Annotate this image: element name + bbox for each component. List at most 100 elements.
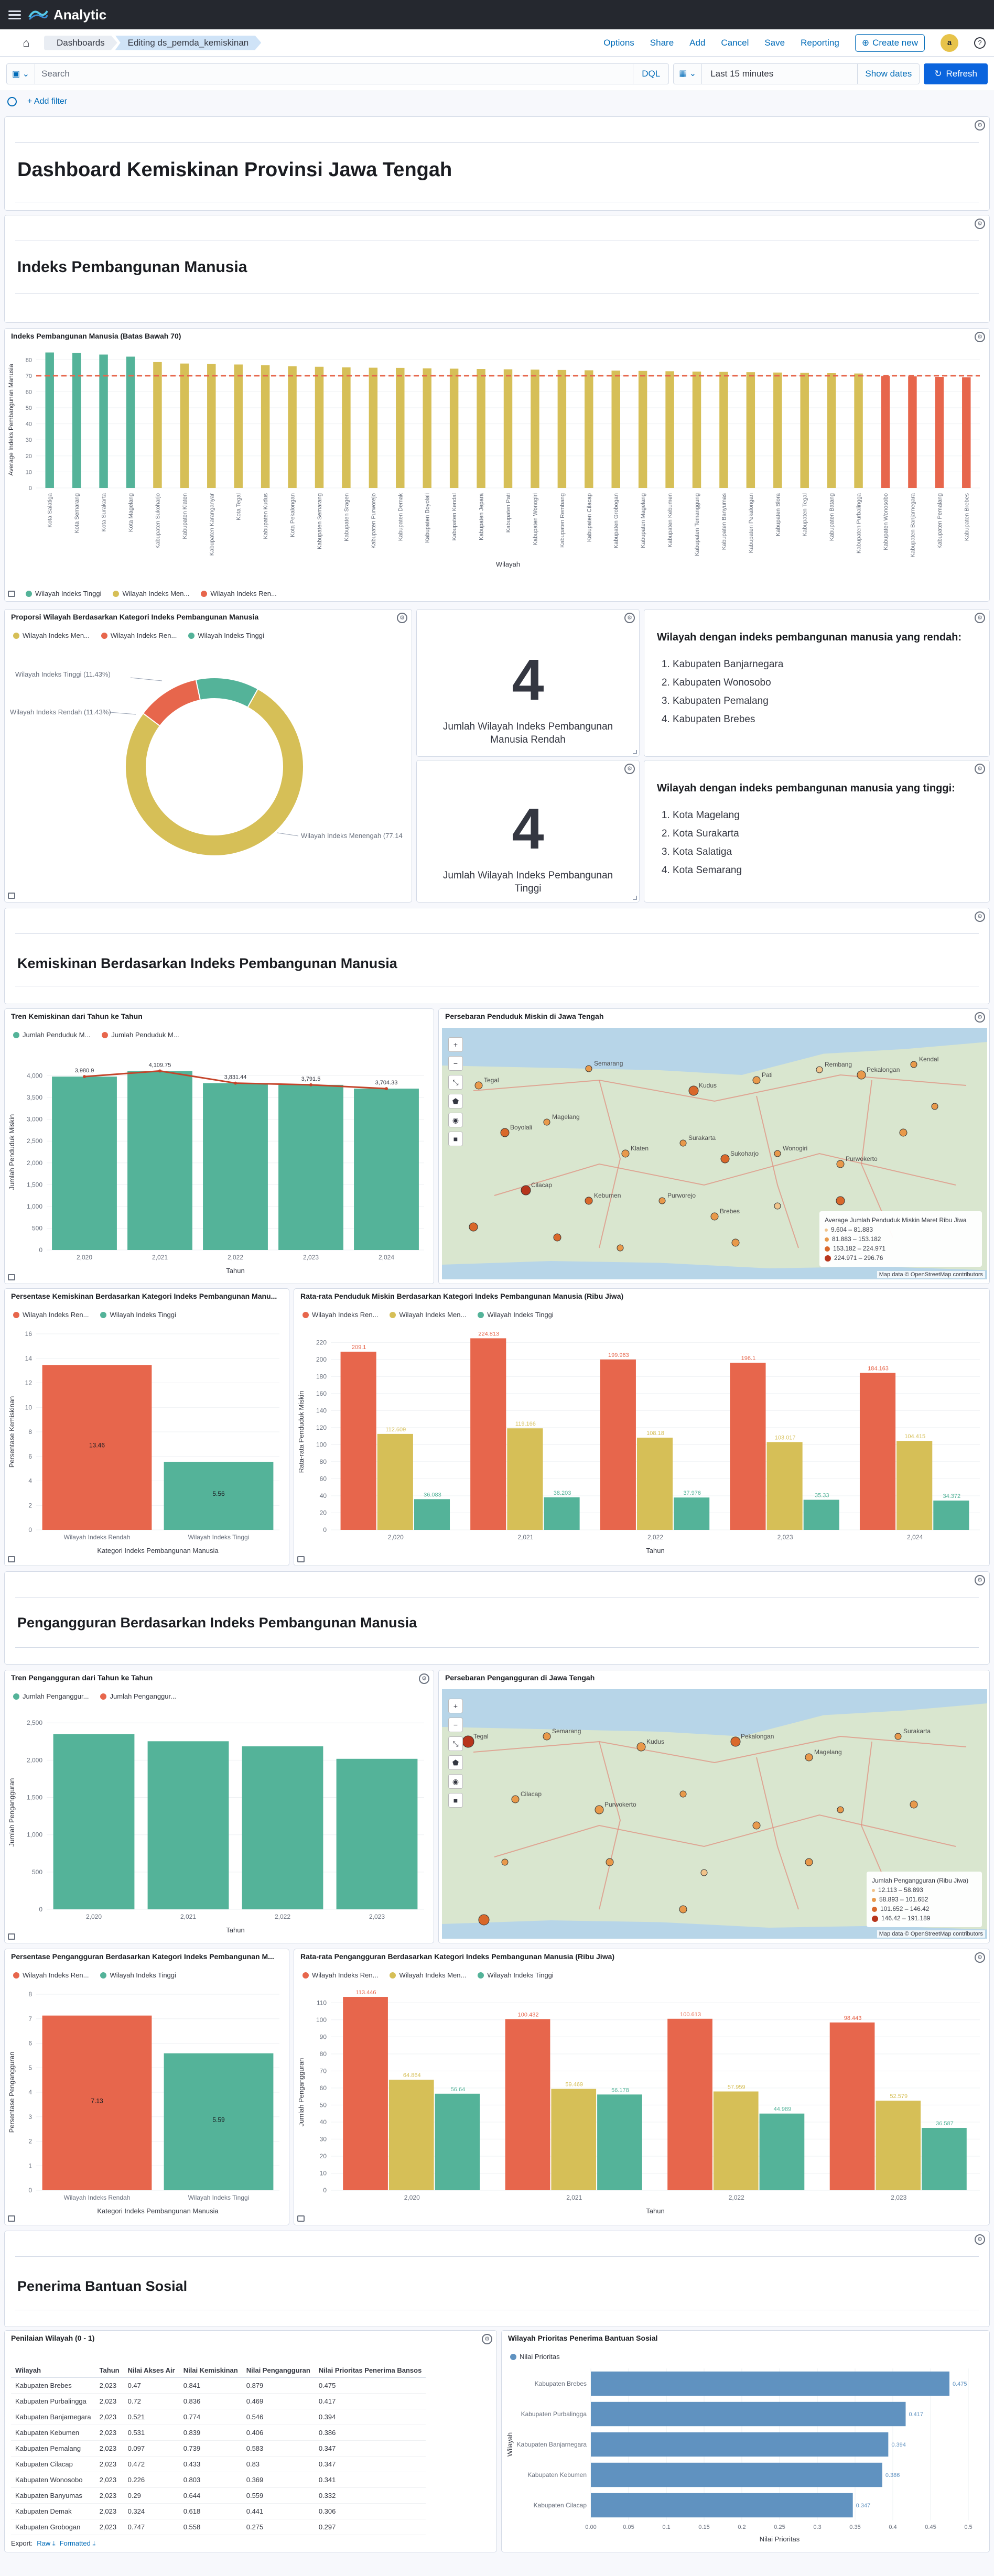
add-filter-link[interactable]: + Add filter	[27, 97, 68, 106]
inspect-icon[interactable]	[8, 1556, 15, 1562]
zoom-out-icon[interactable]: −	[448, 1718, 463, 1732]
dql-toggle[interactable]: DQL	[633, 63, 668, 84]
x-tick-label: Wilayah Indeks Rendah	[64, 2194, 131, 2201]
save-link[interactable]: Save	[764, 37, 785, 48]
refresh-button[interactable]: ↻ Refresh	[924, 63, 988, 84]
legend-item[interactable]: Nilai Prioritas	[510, 2353, 560, 2361]
map-miskin[interactable]: Tegal Semarang Kudus Pati Rembang Pekalongan K…	[442, 1028, 987, 1279]
panel-gear-icon[interactable]: ⚙	[975, 764, 985, 774]
panel-gear-icon[interactable]: ⚙	[975, 1575, 985, 1585]
legend-item[interactable]: Wilayah Indeks Tinggi	[188, 632, 264, 639]
panel-gear-icon[interactable]: ⚙	[975, 120, 985, 131]
fit-bounds-icon[interactable]: ⤡	[448, 1736, 463, 1751]
zoom-out-icon[interactable]: −	[448, 1056, 463, 1071]
calendar-icon[interactable]: ▦ ⌄	[674, 63, 703, 84]
legend-item[interactable]: Wilayah Indeks Ren...	[302, 1971, 378, 1979]
legend-item[interactable]: Wilayah Indeks Men...	[113, 590, 189, 597]
inspect-icon[interactable]	[297, 2215, 305, 2222]
data-label: 13.46	[89, 1442, 105, 1449]
panel-gear-icon[interactable]: ⚙	[975, 1952, 985, 1963]
create-new-button[interactable]: ⊕ Create new	[855, 34, 925, 52]
legend-item[interactable]: Jumlah Penganggur...	[100, 1692, 176, 1700]
legend-item[interactable]: Wilayah Indeks Ren...	[13, 1971, 89, 1979]
show-dates-link[interactable]: Show dates	[857, 63, 919, 84]
share-link[interactable]: Share	[650, 37, 674, 48]
inspect-icon[interactable]	[8, 1933, 15, 1940]
filter-options-icon[interactable]	[7, 97, 17, 106]
export-formatted-link[interactable]: Formatted	[59, 2539, 91, 2547]
saved-query-icon[interactable]: ▣ ⌄	[7, 63, 35, 84]
inspect-icon[interactable]	[297, 1556, 305, 1562]
time-range[interactable]: Last 15 minutes	[710, 68, 774, 79]
table-header-cell[interactable]: Nilai Kemiskinan	[179, 2363, 242, 2378]
legend-item[interactable]: Jumlah Penganggur...	[13, 1692, 89, 1700]
legend-item[interactable]: Wilayah Indeks Men...	[390, 1311, 466, 1319]
legend-item[interactable]: Wilayah Indeks Men...	[390, 1971, 466, 1979]
draw-shape-icon[interactable]: ⬟	[448, 1094, 463, 1108]
panel-gear-icon[interactable]: ⚙	[397, 613, 407, 623]
legend-item[interactable]: Wilayah Indeks Ren...	[13, 1311, 89, 1319]
panel-gear-icon[interactable]: ⚙	[975, 1012, 985, 1023]
legend-item[interactable]: Jumlah Penduduk M...	[102, 1031, 179, 1039]
panel-gear-icon[interactable]: ⚙	[975, 613, 985, 623]
inspect-icon[interactable]	[8, 591, 15, 597]
breadcrumb-dashboards[interactable]: Dashboards	[44, 36, 117, 50]
y-tick-label: 8	[28, 1991, 32, 1998]
fit-bounds-icon[interactable]: ⤡	[448, 1075, 463, 1090]
table-header-cell[interactable]: Nilai Akses Air	[123, 2363, 179, 2378]
reporting-link[interactable]: Reporting	[801, 37, 839, 48]
draw-bounds-icon[interactable]: ■	[448, 1793, 463, 1808]
legend-item[interactable]: Wilayah Indeks Men...	[13, 632, 90, 639]
map-legend-title: Average Jumlah Penduduk Miskin Maret Rib…	[825, 1216, 967, 1224]
legend-item[interactable]: Jumlah Penduduk M...	[13, 1031, 90, 1039]
legend-item[interactable]: Wilayah Indeks Ren...	[101, 632, 177, 639]
legend-item[interactable]: Wilayah Indeks Tinggi	[478, 1971, 554, 1979]
legend-item[interactable]: Wilayah Indeks Ren...	[201, 590, 277, 597]
map-road	[473, 1074, 967, 1102]
legend-item[interactable]: Wilayah Indeks Tinggi	[478, 1311, 554, 1319]
table-cell: 2,023	[95, 2472, 124, 2488]
list-heading: Wilayah dengan indeks pembangunan manusi…	[657, 782, 955, 794]
legend-item[interactable]: Wilayah Indeks Ren...	[302, 1311, 378, 1319]
table-header-cell[interactable]: Tahun	[95, 2363, 124, 2378]
menu-icon[interactable]	[8, 8, 21, 21]
panel-gear-icon[interactable]: ⚙	[975, 219, 985, 229]
home-icon[interactable]: ⌂	[23, 36, 30, 49]
draw-bounds-icon[interactable]: ■	[448, 1132, 463, 1146]
draw-distance-icon[interactable]: ◉	[448, 1113, 463, 1127]
panel-gear-icon[interactable]: ⚙	[482, 2334, 492, 2344]
panel-gear-icon[interactable]: ⚙	[624, 764, 635, 774]
legend-item[interactable]: Wilayah Indeks Tinggi	[100, 1971, 176, 1979]
y-tick-label: 60	[26, 389, 32, 395]
help-icon[interactable]: ?	[974, 37, 986, 49]
data-label: 199.963	[608, 1352, 629, 1358]
zoom-in-icon[interactable]: +	[448, 1699, 463, 1713]
table-header-cell[interactable]: Wilayah	[11, 2363, 95, 2378]
cancel-link[interactable]: Cancel	[721, 37, 749, 48]
map-nganggur[interactable]: Tegal Semarang Kudus Pekalongan Magelang Sura…	[442, 1689, 987, 1939]
panel-gear-icon[interactable]: ⚙	[419, 1673, 429, 1684]
panel-gear-icon[interactable]: ⚙	[975, 911, 985, 922]
y-tick-label: 4	[28, 1477, 32, 1485]
line-point	[83, 1075, 86, 1079]
options-link[interactable]: Options	[603, 37, 634, 48]
inspect-icon[interactable]	[8, 893, 15, 899]
table-header-cell[interactable]: Nilai Prioritas Penerima Bansos	[314, 2363, 426, 2378]
draw-distance-icon[interactable]: ◉	[448, 1774, 463, 1789]
panel-gear-icon[interactable]: ⚙	[975, 2234, 985, 2245]
x-tick-label: Kabupaten Purbalingga	[856, 493, 862, 553]
inspect-icon[interactable]	[8, 1274, 15, 1280]
legend-item[interactable]: Wilayah Indeks Tinggi	[100, 1311, 176, 1319]
panel-gear-icon[interactable]: ⚙	[624, 613, 635, 623]
add-link[interactable]: Add	[689, 37, 706, 48]
inspect-icon[interactable]	[8, 2215, 15, 2222]
zoom-in-icon[interactable]: +	[448, 1037, 463, 1052]
table-header-cell[interactable]: Nilai Pengangguran	[242, 2363, 315, 2378]
avatar[interactable]: a	[941, 34, 958, 52]
bar	[591, 2493, 853, 2518]
export-raw-link[interactable]: Raw	[37, 2539, 51, 2547]
draw-shape-icon[interactable]: ⬟	[448, 1755, 463, 1770]
legend-item[interactable]: Wilayah Indeks Tinggi	[26, 590, 101, 597]
search-input[interactable]: Search	[41, 68, 70, 79]
panel-gear-icon[interactable]: ⚙	[975, 332, 985, 342]
